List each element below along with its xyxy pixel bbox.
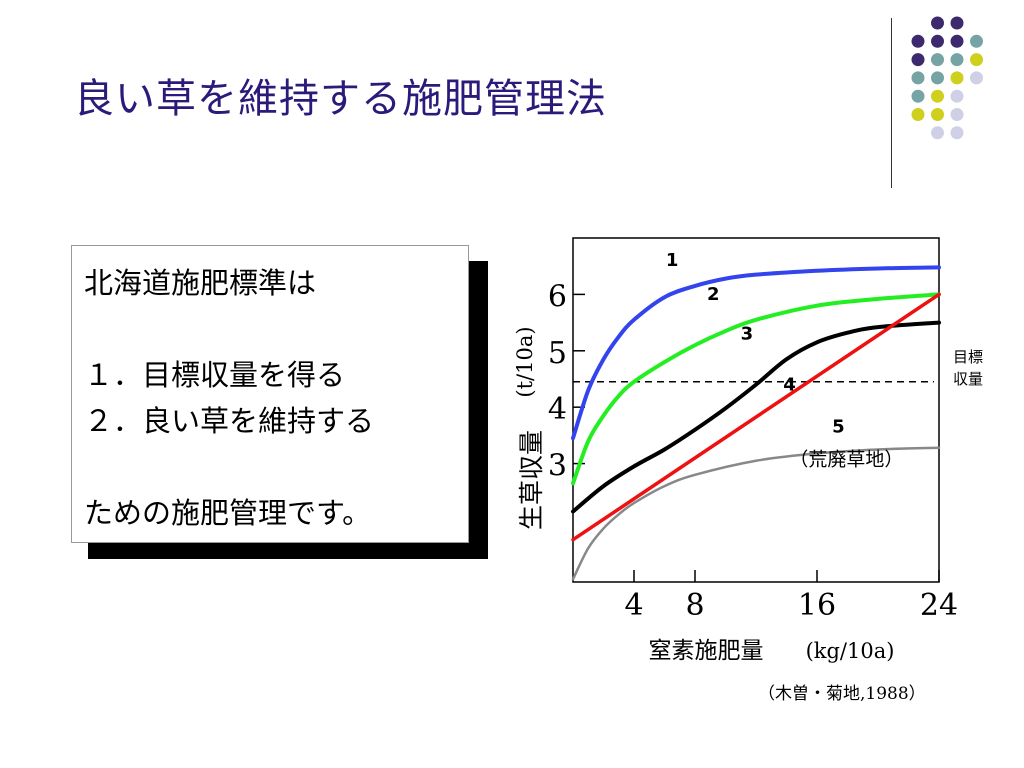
- decor-divider: [891, 18, 892, 188]
- decor-dot: [970, 71, 983, 85]
- x-tick-label: 16: [798, 588, 836, 623]
- decor-dot: [931, 16, 944, 30]
- series-line-1: [571, 265, 941, 441]
- slide-title: 良い草を維持する施肥管理法: [74, 76, 607, 122]
- decor-dot: [911, 34, 925, 48]
- textbox-line: ２．良い草を維持する: [84, 404, 375, 438]
- decor-dot-grid: [911, 16, 983, 140]
- decor-dot: [911, 53, 925, 67]
- y-tick-label: 5: [548, 336, 567, 371]
- decor-dot: [950, 126, 964, 140]
- decor-dot: [950, 16, 964, 30]
- series-label: 5: [832, 417, 845, 438]
- target-label: 目標: [953, 348, 983, 366]
- x-axis-unit: (kg/10a): [806, 639, 895, 663]
- source-citation: （木曽・菊地,1988）: [758, 684, 926, 704]
- decor-dot: [950, 89, 964, 103]
- series-line-5: [571, 446, 941, 581]
- x-axis-title: 窒素施肥量: [649, 638, 764, 664]
- series-note: （荒廃草地）: [789, 449, 903, 471]
- y-axis-unit: (t/10a): [513, 326, 537, 397]
- series-label: 2: [707, 284, 720, 305]
- series-label: 1: [666, 250, 679, 271]
- x-tick-label: 24: [920, 588, 958, 623]
- series-line-3: [571, 320, 941, 514]
- decor-dot: [950, 108, 964, 121]
- series-label: 4: [783, 374, 796, 395]
- decor-dot: [911, 108, 925, 121]
- series-label: 3: [741, 324, 754, 345]
- decor-dot: [970, 53, 983, 67]
- decor-dot: [950, 53, 964, 67]
- decor-dot: [931, 71, 944, 85]
- decor-dot: [950, 34, 964, 48]
- y-tick-label: 6: [548, 279, 567, 314]
- decor-dot: [931, 34, 944, 48]
- series-line-4: [571, 292, 941, 542]
- plot-frame: [572, 237, 940, 583]
- x-tick-label: 4: [624, 588, 643, 623]
- standards-textbox: 北海道施肥標準は １．目標収量を得る ２．良い草を維持する ための施肥管理です。: [71, 245, 469, 543]
- decor-dot: [911, 71, 925, 85]
- decor-dot: [931, 108, 944, 121]
- target-label: 収量: [953, 370, 983, 388]
- y-tick-label: 3: [548, 449, 567, 484]
- decor-dot: [950, 71, 964, 85]
- decor-dot: [931, 89, 944, 103]
- textbox-line: １．目標収量を得る: [84, 358, 346, 392]
- decor-dot: [931, 126, 944, 140]
- decor-dot: [931, 53, 944, 67]
- decor-dot: [911, 89, 925, 103]
- decor-dot: [970, 34, 983, 48]
- series-line-2: [571, 292, 941, 486]
- y-tick-label: 4: [548, 392, 567, 427]
- y-axis-title: 生草収量: [517, 430, 546, 530]
- textbox-line: 北海道施肥標準は: [84, 266, 317, 300]
- x-tick-label: 8: [685, 588, 704, 623]
- textbox-line: ための施肥管理です。: [84, 496, 372, 530]
